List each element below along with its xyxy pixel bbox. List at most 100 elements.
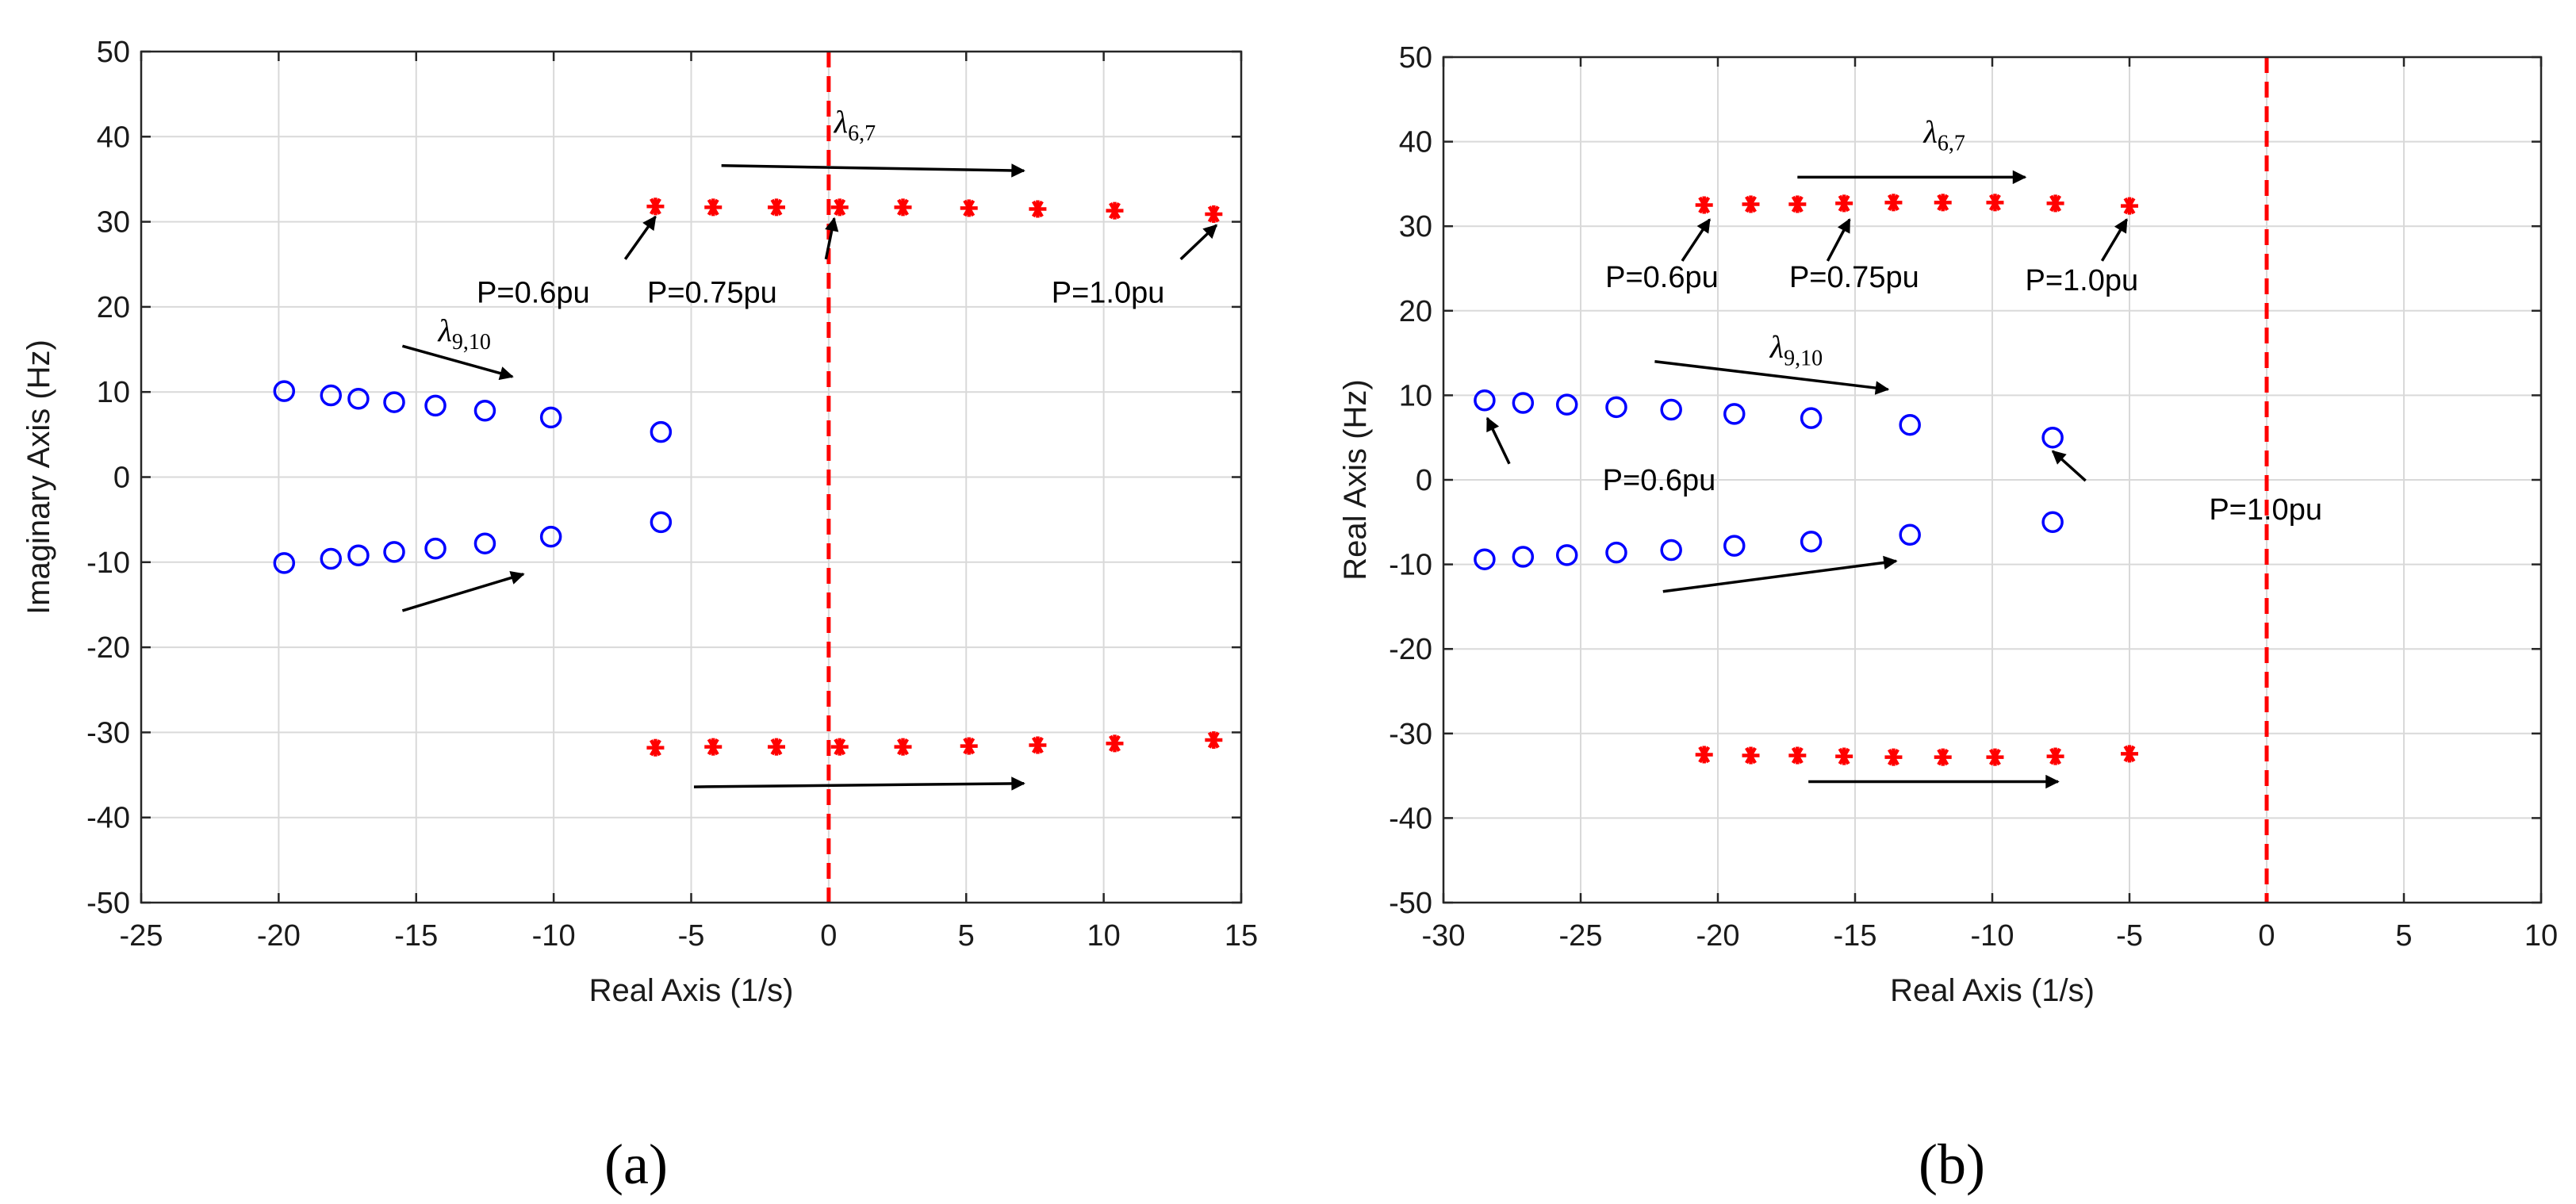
- y-axis-label: Imaginary Axis (Hz): [21, 339, 56, 615]
- y-tick-label: 40: [1399, 126, 1432, 159]
- series-lambda-6-7-conj: [1695, 745, 2138, 766]
- eigenvalue-star-point: [1788, 195, 1807, 213]
- eigenvalue-star-point: [1934, 194, 1952, 212]
- eigenvalue-circle-point: [347, 388, 370, 410]
- eigenvalue-circle-point: [1660, 398, 1682, 421]
- y-tick-label: -30: [1389, 718, 1432, 751]
- eigenvalue-star-point: [1106, 201, 1124, 220]
- eigenvalue-star-point: [2121, 197, 2138, 215]
- x-tick-label: -10: [1971, 919, 2014, 953]
- eigenvalue-star-point: [767, 198, 785, 217]
- y-tick-label: -50: [1389, 887, 1432, 920]
- eigenvalue-star-point: [646, 197, 665, 216]
- annotation-arrow: [721, 163, 1025, 178]
- power-level-label: P=0.6pu: [477, 277, 590, 310]
- y-tick-label: 50: [97, 36, 130, 69]
- y-tick-label: -50: [86, 887, 130, 920]
- eigenvalue-circle-point: [1800, 407, 1823, 429]
- annotation-arrows: [401, 163, 1218, 791]
- eigenvalue-circle-point: [650, 511, 673, 534]
- y-axis-ticks: -50 -40 -30 -20 -10 0 10 20 30 40 50: [86, 36, 1241, 920]
- eigenvalue-star-point: [1742, 195, 1760, 213]
- eigenvalue-star-point: [1788, 746, 1807, 765]
- lambda-subscript: 6,7: [1938, 132, 1965, 156]
- eigenvalue-star-point: [704, 738, 723, 756]
- eigenvalue-circle-point: [1555, 544, 1578, 566]
- x-tick-label: -25: [1559, 919, 1603, 953]
- series-lambda-9-10: [1474, 389, 2064, 449]
- power-level-label: P=0.6pu: [1603, 464, 1716, 497]
- eigenvalue-circle-point: [1555, 393, 1578, 416]
- annotation-arrow: [824, 217, 839, 260]
- lambda-symbol: λ: [1923, 114, 1938, 150]
- x-tick-label: -10: [532, 919, 576, 953]
- eigenvalue-star-point: [960, 737, 978, 755]
- y-tick-label: -10: [1389, 549, 1432, 582]
- x-tick-label: -20: [257, 919, 301, 953]
- eigenvalue-circle-point: [1899, 523, 1921, 546]
- series-lambda-6-7-conj: [646, 731, 1223, 757]
- y-tick-label: 40: [97, 121, 130, 154]
- x-axis-ticks: -25 -20 -15 -10 -5 0 5 10 15: [120, 52, 1258, 953]
- power-level-label: P=0.75pu: [1789, 261, 1919, 294]
- eigenvalue-star-point: [1205, 205, 1223, 223]
- eigenvalue-star-point: [767, 738, 785, 756]
- eigenvalue-circle-point: [273, 552, 296, 574]
- eigenvalue-circle-point: [1899, 413, 1921, 436]
- eigenvalue-circle-point: [320, 384, 343, 407]
- eigenvalue-circle-point: [1660, 539, 1682, 562]
- power-level-label: P=1.0pu: [2209, 493, 2322, 527]
- eigenvalue-circle-point: [539, 406, 562, 429]
- eigenvalue-star-point: [2046, 194, 2064, 213]
- x-tick-label: -5: [678, 919, 705, 953]
- y-tick-label: -20: [1389, 633, 1432, 666]
- x-axis-label: Real Axis (1/s): [589, 973, 794, 1008]
- eigenvalue-circle-point: [1512, 546, 1535, 568]
- annotation-arrow: [2100, 218, 2129, 262]
- axes-frame: [140, 50, 1243, 904]
- eigenvalue-star-point: [894, 738, 912, 756]
- eigenvalue-star-point: [1029, 200, 1047, 218]
- power-level-label: P=1.0pu: [1052, 277, 1165, 310]
- y-tick-label: 0: [113, 462, 130, 495]
- lambda-symbol: λ: [834, 104, 848, 140]
- eigenvalue-star-point: [1986, 194, 2004, 212]
- series-lambda-6-7: [646, 197, 1223, 223]
- annotation-arrow: [693, 776, 1025, 791]
- x-tick-label: 0: [2258, 919, 2275, 953]
- y-tick-label: 30: [1399, 210, 1432, 243]
- x-tick-label: -30: [1422, 919, 1466, 953]
- x-axis-ticks: -30 -25 -20 -15 -10 -5 0 5 10: [1422, 57, 2558, 953]
- lambda-subscript: 9,10: [452, 330, 491, 355]
- eigenvalue-star-point: [1986, 748, 2004, 766]
- eigenvalue-circle-point: [1605, 396, 1627, 419]
- eigenvalue-star-point: [830, 198, 849, 217]
- annotation-arrow: [1485, 416, 1511, 465]
- eigenvalue-circle-point: [2041, 426, 2064, 449]
- annotation-arrow: [2051, 450, 2087, 482]
- annotation-arrow: [1826, 218, 1851, 262]
- eigenvalue-circle-point: [424, 394, 447, 417]
- power-level-label: P=1.0pu: [2026, 264, 2139, 297]
- panel-a-chart: -25 -20 -15 -10 -5 0 5 10 15-50-40-30-20-1001020…: [21, 36, 1258, 1196]
- eigenvalue-circle-point: [383, 541, 405, 563]
- y-tick-label: 10: [1399, 379, 1432, 412]
- lambda-subscript: 6,7: [848, 121, 876, 146]
- eigenvalue-star-point: [830, 738, 849, 756]
- eigenvalue-circle-point: [1723, 535, 1746, 557]
- eigenvalue-star-point: [1934, 748, 1952, 766]
- y-tick-label: 20: [1399, 295, 1432, 328]
- eigenvalue-circle-point: [539, 525, 562, 548]
- x-tick-label: 5: [958, 919, 975, 953]
- eigenvalue-lambda-label: λ6,7: [834, 104, 876, 146]
- panel-b-chart: -30 -25 -20 -15 -10 -5 0 5 10-50-40-30-20-100102…: [1338, 41, 2558, 1196]
- eigenvalue-lambda-label: λ9,10: [1769, 328, 1823, 370]
- annotation-arrow: [1179, 224, 1218, 261]
- eigenvalue-star-point: [960, 199, 978, 217]
- eigenvalue-circle-point: [473, 532, 496, 554]
- annotation-arrow: [1662, 555, 1898, 593]
- x-tick-label: -5: [2116, 919, 2143, 953]
- eigenvalue-circle-point: [1605, 541, 1627, 564]
- y-tick-label: 30: [97, 206, 130, 240]
